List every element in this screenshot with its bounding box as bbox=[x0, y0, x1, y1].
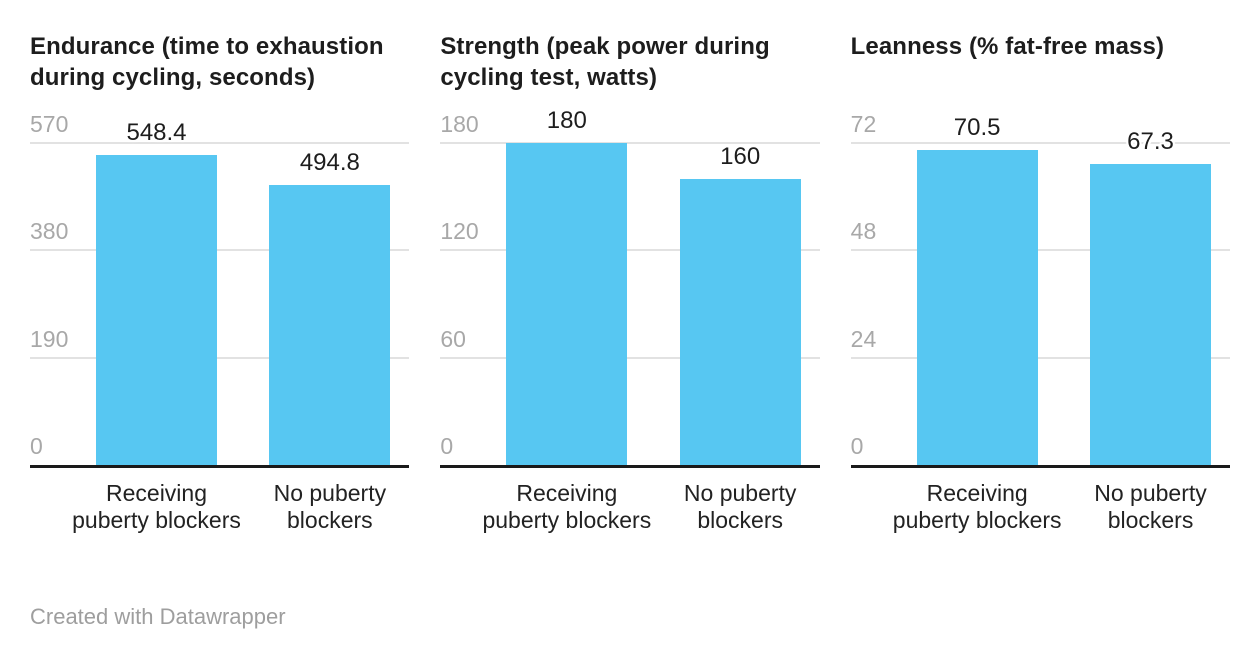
gridline bbox=[30, 142, 410, 144]
category-label: Receiving puberty blockers bbox=[892, 480, 1062, 533]
x-axis-labels: Receiving puberty blockers No puberty blo… bbox=[440, 480, 819, 563]
charts-row: Endurance (time to exhaustion during cyc… bbox=[30, 30, 1230, 563]
plot-area: 0 190 380 570 548.4 494.8 bbox=[30, 113, 410, 468]
y-tick-label: 120 bbox=[440, 218, 479, 245]
gridline bbox=[30, 356, 410, 359]
category-label: Receiving puberty blockers bbox=[72, 480, 241, 533]
chart-title: Leanness (% fat-free mass) bbox=[850, 33, 1165, 60]
category-label: No puberty blockers bbox=[273, 480, 387, 533]
y-tick-label: 24 bbox=[850, 325, 877, 352]
plot-area: 0 60 120 180 180 160 bbox=[440, 109, 820, 468]
bar-value-label: 180 bbox=[546, 107, 587, 134]
attribution-text: Created with Datawrapper bbox=[30, 604, 286, 629]
x-axis-labels: Receiving puberty blockers No puberty blo… bbox=[851, 480, 1230, 563]
gridline bbox=[30, 249, 410, 252]
chart-endurance: Endurance (time to exhaustion during cyc… bbox=[30, 30, 410, 563]
y-tick-label: 60 bbox=[440, 325, 466, 352]
bar-receiving-blockers bbox=[506, 143, 628, 465]
y-tick-label: 0 bbox=[440, 433, 454, 459]
y-tick-label: 72 bbox=[850, 111, 877, 137]
y-tick-label: 48 bbox=[850, 218, 877, 245]
gridline bbox=[850, 249, 1230, 252]
chart-strength: Strength (peak power during cycling test… bbox=[440, 30, 820, 563]
gridline bbox=[850, 356, 1230, 359]
chart-title: Endurance (time to exhaustion during cyc… bbox=[30, 33, 384, 91]
y-tick-label: 180 bbox=[440, 111, 479, 137]
y-tick-label: 570 bbox=[30, 111, 69, 137]
bar-value-label: 494.8 bbox=[299, 149, 360, 177]
bar-receiving-blockers bbox=[96, 155, 217, 465]
x-axis-labels: Receiving puberty blockers No puberty blo… bbox=[30, 480, 409, 563]
bar-value-label: 160 bbox=[720, 142, 761, 170]
y-tick-label: 380 bbox=[30, 218, 69, 245]
bar-no-blockers bbox=[269, 185, 391, 465]
bar-no-blockers bbox=[1090, 164, 1212, 465]
chart-leanness: Leanness (% fat-free mass) 0 24 48 72 70.5 67… bbox=[850, 30, 1230, 563]
category-label: No puberty blockers bbox=[683, 480, 797, 533]
bar-receiving-blockers bbox=[916, 149, 1038, 465]
gridline bbox=[440, 142, 820, 144]
chart-title: Strength (peak power during cycling test… bbox=[440, 33, 770, 91]
category-label: Receiving puberty blockers bbox=[482, 480, 652, 533]
gridline bbox=[440, 356, 820, 359]
plot-area: 0 24 48 72 70.5 67.3 bbox=[850, 113, 1230, 468]
bar-no-blockers bbox=[679, 178, 801, 465]
category-label: No puberty blockers bbox=[1094, 480, 1207, 533]
bar-value-label: 67.3 bbox=[1127, 128, 1174, 156]
gridline bbox=[440, 249, 820, 252]
bar-value-label: 548.4 bbox=[126, 119, 187, 147]
gridline bbox=[850, 142, 1230, 144]
y-tick-label: 190 bbox=[30, 325, 69, 352]
y-tick-label: 0 bbox=[850, 433, 864, 459]
bar-value-label: 70.5 bbox=[953, 113, 1001, 141]
y-tick-label: 0 bbox=[30, 433, 43, 459]
